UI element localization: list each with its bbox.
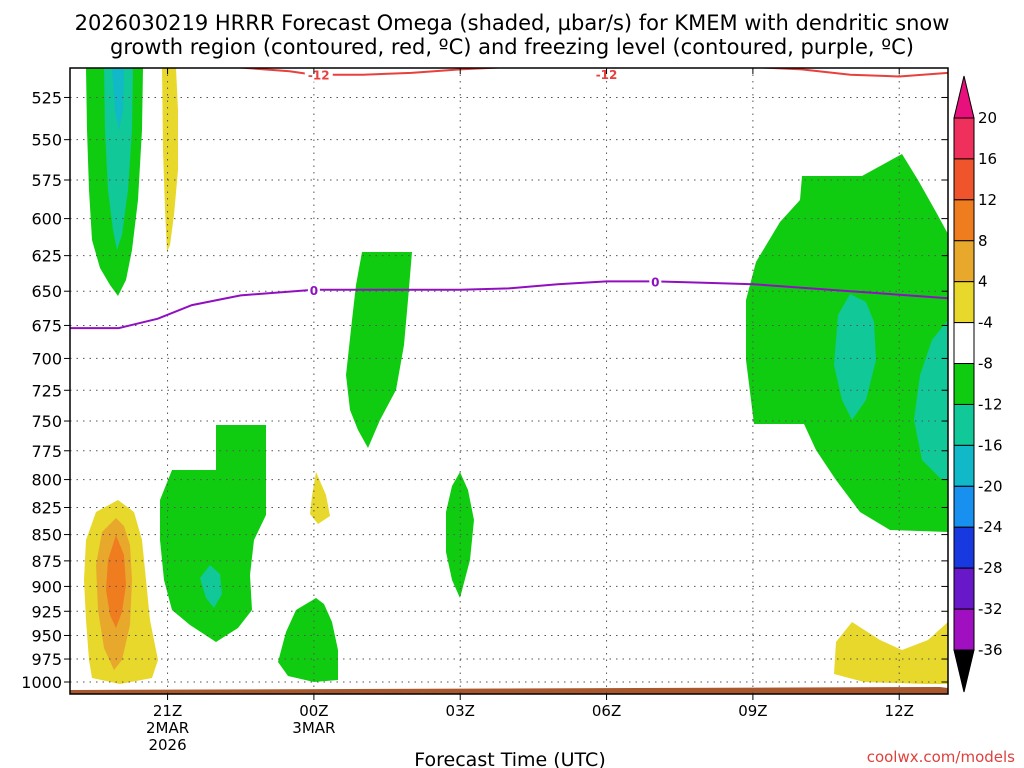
y-axis: 525 550 575 600 625 650 675 700 725 750 775 800 825 8…	[21, 88, 948, 692]
colorbar-swatch	[953, 608, 975, 651]
omega-region-ascent-4	[160, 425, 266, 642]
colorbar-swatch	[953, 240, 975, 283]
colorbar-swatch	[953, 322, 975, 365]
y-tick-label: 1000	[21, 673, 62, 692]
omega-region-descent-4	[106, 535, 126, 628]
y-tick-label: 775	[31, 442, 62, 461]
y-tick-label: 575	[31, 171, 62, 190]
freezing-level-contour-label: 0	[651, 275, 659, 289]
colorbar-swatch	[953, 526, 975, 569]
colorbar-swatch	[953, 158, 975, 201]
colorbar-swatch	[953, 363, 975, 405]
ground-surface	[70, 687, 948, 694]
colorbar-swatch	[953, 117, 975, 160]
omega-region-descent-5	[310, 472, 330, 524]
chart-title-line2: growth region (contoured, red, ºC) and f…	[110, 35, 914, 59]
x-tick-label: 21Z	[153, 702, 182, 720]
colorbar-swatch	[953, 199, 975, 242]
colorbar-swatch	[953, 281, 975, 324]
y-tick-label: 625	[31, 247, 62, 266]
x-tick-label: 3MAR	[292, 719, 335, 737]
colorbar-swatch	[953, 567, 975, 610]
omega-region-descent-6	[834, 622, 948, 684]
y-tick-label: 975	[31, 650, 62, 669]
dgz-contour	[232, 68, 948, 78]
y-tick-label: 825	[31, 498, 62, 517]
omega-region-ascent-3	[112, 68, 124, 130]
omega-region-descent-1	[162, 68, 178, 252]
plot-area: -12 -12 0 0 525 550 575 600 625 650 675 700 725 750 77…	[21, 67, 949, 754]
colorbar-swatch	[953, 403, 975, 446]
x-tick-label: 03Z	[446, 702, 475, 720]
x-tick-label: 2026	[148, 736, 186, 754]
freezing-level-contour-label-bg	[307, 282, 320, 297]
dgz-contour-label: -12	[596, 68, 618, 82]
omega-region-ascent-11	[914, 320, 948, 480]
colorbar-level-label: 16	[978, 150, 997, 168]
freezing-level-contour	[70, 280, 948, 330]
y-tick-label: 600	[31, 210, 62, 229]
dgz-contour-label: -12	[308, 69, 330, 83]
x-tick-label: 2MAR	[146, 719, 189, 737]
colorbar-swatch	[953, 485, 975, 528]
colorbar-level-label: -8	[978, 355, 993, 373]
y-tick-label: 950	[31, 626, 62, 645]
x-tick-label: 06Z	[592, 702, 621, 720]
omega-region-ascent-5	[200, 565, 222, 608]
colorbar-level-label: -28	[978, 559, 1003, 577]
plot-frame	[69, 67, 949, 695]
x-tick-label: 09Z	[738, 702, 767, 720]
y-tick-label: 650	[31, 282, 62, 301]
y-tick-label: 800	[31, 471, 62, 490]
colorbar-level-label: 20	[978, 109, 997, 127]
y-tick-label: 750	[31, 412, 62, 431]
credit-text: coolwx.com/models	[867, 748, 1015, 766]
freezing-level-contour-label-bg	[649, 274, 662, 289]
omega-region-ascent-6	[278, 598, 338, 682]
colorbar-bottom-arrow	[953, 649, 975, 693]
colorbar-level-label: -4	[978, 314, 993, 332]
x-tick-label: 00Z	[299, 702, 328, 720]
colorbar-level-label: 8	[978, 232, 988, 250]
omega-fills	[70, 68, 948, 694]
omega-region-ascent-7	[346, 252, 412, 448]
y-tick-label: 725	[31, 381, 62, 400]
freezing-level-contour-label: 0	[310, 284, 318, 298]
colorbar-level-label: -16	[978, 436, 1003, 454]
dgz-contour-label-bg	[304, 67, 333, 82]
colorbar: 20 16 12 8 4 -4 -8 -12 -16 -20 -24 -28 -32 -36	[953, 75, 1003, 693]
y-tick-label: 900	[31, 577, 62, 596]
x-axis-label: Forecast Time (UTC)	[414, 749, 605, 768]
y-tick-label: 675	[31, 316, 62, 335]
y-tick-label: 875	[31, 552, 62, 571]
colorbar-level-label: -32	[978, 600, 1003, 618]
omega-region-ascent-2	[104, 68, 133, 250]
y-tick-label: 525	[31, 88, 62, 107]
colorbar-level-label: -20	[978, 477, 1003, 495]
chart-title-line1: 2026030219 HRRR Forecast Omega (shaded, …	[75, 11, 950, 35]
colorbar-level-label: -12	[978, 395, 1003, 413]
colorbar-level-label: -36	[978, 641, 1003, 659]
colorbar-level-label: 12	[978, 191, 997, 209]
colorbar-swatch	[953, 444, 975, 487]
x-tick-label: 12Z	[885, 702, 914, 720]
y-tick-label: 550	[31, 131, 62, 150]
y-tick-label: 850	[31, 526, 62, 545]
gridlines	[70, 68, 948, 694]
colorbar-level-label: -24	[978, 518, 1003, 536]
colorbar-level-label: 4	[978, 273, 988, 291]
y-tick-label: 700	[31, 349, 62, 368]
y-tick-label: 925	[31, 602, 62, 621]
colorbar-top-arrow	[953, 75, 975, 119]
